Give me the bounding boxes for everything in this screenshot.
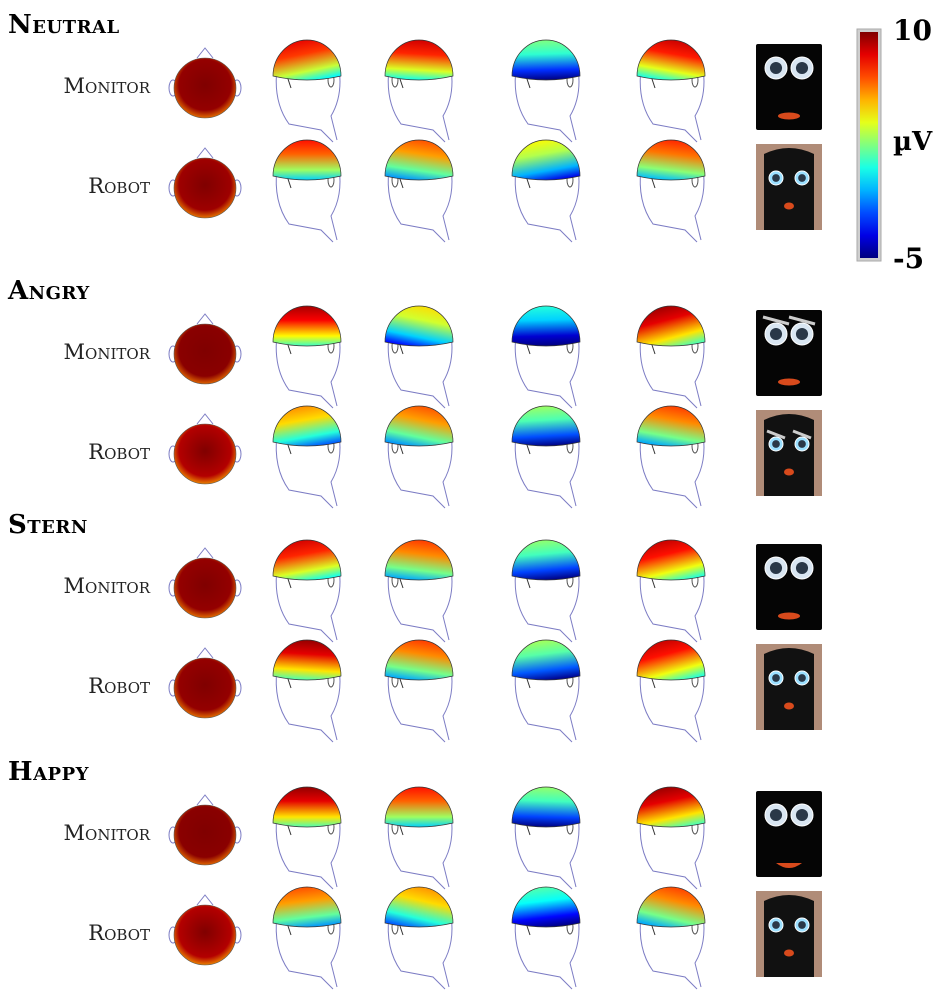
topomap-head-view [636,39,706,143]
topomap-head-view [384,405,454,509]
topomap-head-view [272,786,342,890]
topomap-head-view [511,639,581,743]
topomap-head-view [272,139,342,243]
topomap-top-view [168,413,242,485]
topomap-top-view [168,47,242,119]
stimulus-face [756,144,822,230]
topomap-head-view [384,305,454,409]
condition-label: Robot [88,440,150,464]
section-title: Stern [8,510,88,540]
topomap-head-view [511,39,581,143]
stimulus-face [756,644,822,730]
topomap-head-view [511,539,581,643]
stimulus-face [756,44,822,130]
topomap-top-view [168,894,242,966]
colorbar-max-label: 10 [893,14,932,47]
topomap-top-view [168,794,242,866]
topomap-head-view [384,39,454,143]
condition-label: Robot [88,921,150,945]
condition-label: Robot [88,174,150,198]
condition-label: Monitor [63,74,150,98]
topomap-head-view [511,405,581,509]
stimulus-face [756,410,822,496]
topomap-head-view [511,305,581,409]
topomap-head-view [272,405,342,509]
topomap-head-view [636,539,706,643]
topomap-head-view [636,139,706,243]
topomap-top-view [168,313,242,385]
stimulus-face [756,310,822,396]
topomap-head-view [511,886,581,990]
topomap-top-view [168,147,242,219]
topomap-head-view [272,886,342,990]
colorbar [860,32,878,258]
topomap-top-view [168,547,242,619]
stimulus-face [756,791,822,877]
topomap-top-view [168,647,242,719]
topomap-head-view [272,639,342,743]
condition-label: Monitor [63,821,150,845]
topomap-head-view [384,786,454,890]
section-title: Neutral [8,10,120,40]
topomap-head-view [384,639,454,743]
condition-label: Robot [88,674,150,698]
topomap-head-view [511,786,581,890]
topomap-head-view [272,539,342,643]
stimulus-face [756,544,822,630]
topomap-head-view [636,305,706,409]
topomap-head-view [636,886,706,990]
section-title: Angry [8,276,90,306]
section-title: Happy [8,757,89,787]
topomap-head-view [636,786,706,890]
topomap-head-view [384,886,454,990]
stimulus-face [756,891,822,977]
topomap-head-view [384,139,454,243]
topomap-head-view [511,139,581,243]
topomap-head-view [384,539,454,643]
colorbar-min-label: -5 [893,242,925,275]
condition-label: Monitor [63,340,150,364]
topomap-head-view [272,39,342,143]
topomap-head-view [636,405,706,509]
colorbar-unit-label: µV [893,127,933,157]
topomap-head-view [272,305,342,409]
topomap-head-view [636,639,706,743]
condition-label: Monitor [63,574,150,598]
